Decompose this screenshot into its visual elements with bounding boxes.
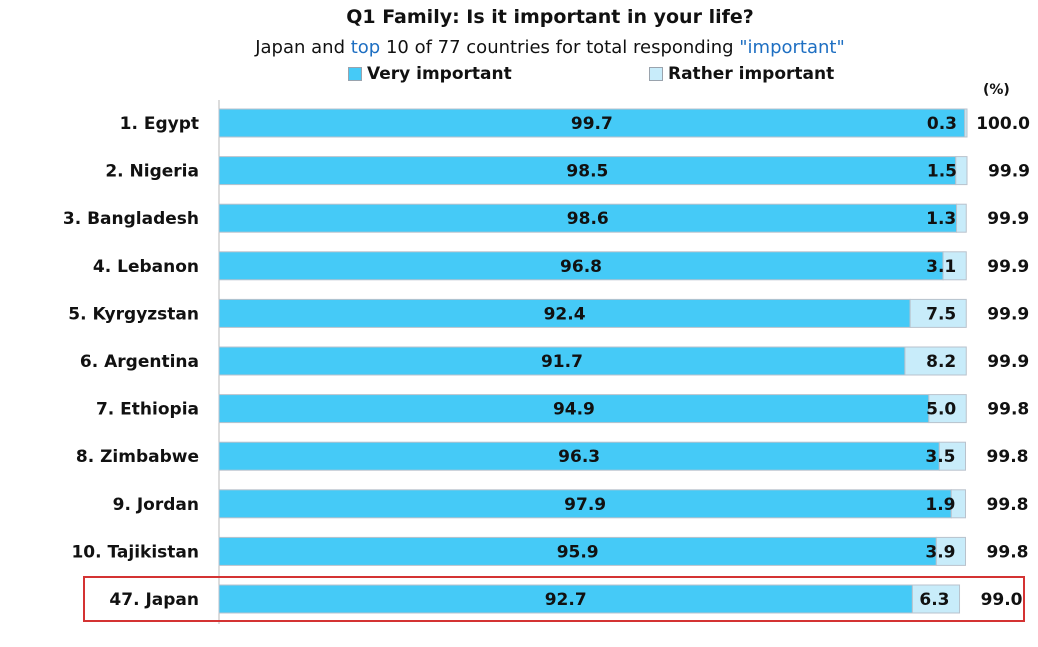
value-label-very: 92.7 xyxy=(545,590,587,610)
value-label-rather: 0.3 xyxy=(927,114,957,134)
bar-rather-important xyxy=(928,394,967,424)
value-label-very: 96.3 xyxy=(558,447,600,467)
bar-rather-important xyxy=(909,298,967,328)
total-label: 99.8 xyxy=(987,400,1029,420)
value-label-rather: 3.9 xyxy=(925,542,955,562)
category-label: 6. Argentina xyxy=(80,352,199,372)
category-label: 8. Zimbabwe xyxy=(76,447,199,467)
legend-item-very: Very important xyxy=(348,64,512,84)
value-label-very: 91.7 xyxy=(541,352,583,372)
value-label-very: 96.8 xyxy=(560,257,602,277)
chart-legend: Very important Rather important xyxy=(0,64,1038,88)
chart-title: Q1 Family: Is it important in your life? xyxy=(346,6,754,28)
total-label: 99.8 xyxy=(987,542,1029,562)
value-label-rather: 3.5 xyxy=(925,447,955,467)
category-label: 2. Nigeria xyxy=(105,162,199,182)
bar-very-important xyxy=(218,251,944,281)
value-label-rather: 3.1 xyxy=(926,257,956,277)
total-label: 99.0 xyxy=(981,590,1023,610)
legend-item-rather: Rather important xyxy=(649,64,834,84)
bar-rather-important xyxy=(911,584,961,614)
value-label-very: 98.6 xyxy=(567,209,609,229)
value-label-very: 95.9 xyxy=(557,542,599,562)
legend-swatch-rather xyxy=(649,67,663,81)
legend-label-very: Very important xyxy=(367,64,512,84)
subtitle-part-2: top xyxy=(350,37,381,58)
total-label: 99.9 xyxy=(987,209,1029,229)
category-label: 5. Kyrgyzstan xyxy=(68,304,199,324)
bar-very-important xyxy=(218,489,952,519)
bar-rather-important xyxy=(904,346,967,376)
category-label: 10. Tajikistan xyxy=(71,542,199,562)
value-label-rather: 5.0 xyxy=(926,400,956,420)
value-label-rather: 1.9 xyxy=(925,495,955,515)
unit-label: (%) xyxy=(983,82,1010,98)
total-label: 99.9 xyxy=(987,257,1029,277)
legend-swatch-very xyxy=(348,67,362,81)
subtitle-part-3: 10 of 77 countries for total responding xyxy=(380,37,740,58)
value-label-rather: 1.5 xyxy=(927,162,957,182)
total-label: 99.9 xyxy=(987,352,1029,372)
bar-rather-important xyxy=(950,489,967,519)
value-label-very: 94.9 xyxy=(553,400,595,420)
value-label-rather: 7.5 xyxy=(926,304,956,324)
total-label: 100.0 xyxy=(976,114,1030,134)
value-label-rather: 6.3 xyxy=(919,590,949,610)
category-label: 7. Ethiopia xyxy=(96,400,199,420)
bar-rather-important xyxy=(956,203,967,233)
bar-rather-important xyxy=(955,156,968,186)
subtitle-part-1: Japan and xyxy=(255,37,351,58)
bar-very-important xyxy=(218,156,957,186)
value-label-very: 92.4 xyxy=(544,304,586,324)
bar-very-important xyxy=(218,584,913,614)
category-label: 4. Lebanon xyxy=(93,257,199,277)
bar-very-important xyxy=(218,298,911,328)
value-label-rather: 8.2 xyxy=(926,352,956,372)
category-label: 3. Bangladesh xyxy=(63,209,199,229)
legend-label-rather: Rather important xyxy=(668,64,835,84)
bar-very-important xyxy=(218,394,930,424)
category-label: 1. Egypt xyxy=(120,114,199,134)
category-label: 9. Jordan xyxy=(113,495,199,515)
bar-very-important xyxy=(218,108,966,138)
total-label: 99.9 xyxy=(988,162,1030,182)
value-label-very: 99.7 xyxy=(571,114,613,134)
subtitle-part-4: "important" xyxy=(739,37,845,58)
bar-rather-important xyxy=(938,441,967,471)
bar-very-important xyxy=(218,536,937,566)
bar-rather-important xyxy=(964,108,968,138)
japan-highlight-box xyxy=(83,576,1025,622)
total-label: 99.8 xyxy=(987,495,1029,515)
bar-rather-important xyxy=(935,536,967,566)
bar-very-important xyxy=(218,346,906,376)
chart-subtitle: Japan and top 10 of 77 countries for tot… xyxy=(0,37,1038,58)
value-label-rather: 1.3 xyxy=(926,209,956,229)
value-label-very: 98.5 xyxy=(566,162,608,182)
total-label: 99.8 xyxy=(987,447,1029,467)
total-label: 99.9 xyxy=(987,304,1029,324)
bar-rather-important xyxy=(942,251,967,281)
value-label-very: 97.9 xyxy=(564,495,606,515)
category-label: 47. Japan xyxy=(109,590,199,610)
